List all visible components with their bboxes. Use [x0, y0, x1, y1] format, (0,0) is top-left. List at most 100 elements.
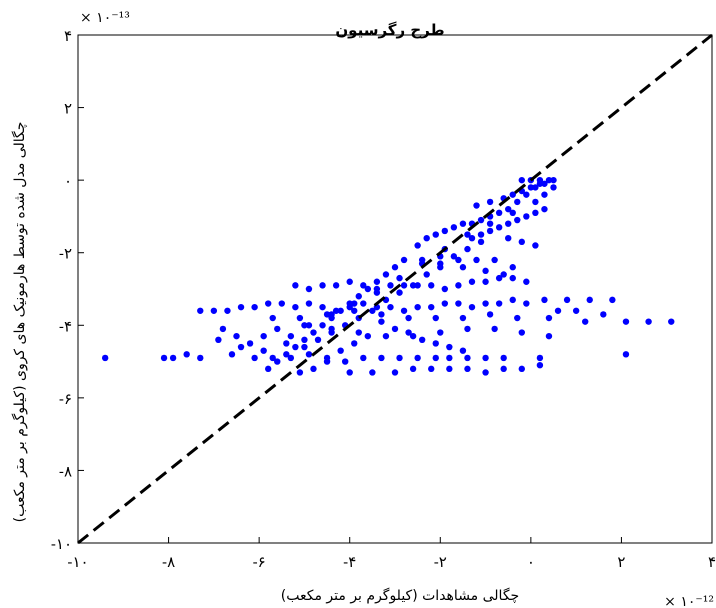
data-point: [378, 318, 385, 325]
data-point: [351, 340, 358, 347]
data-point: [414, 242, 421, 249]
data-point: [518, 365, 525, 373]
data-point: [387, 303, 394, 311]
data-point: [283, 340, 290, 347]
data-point: [441, 227, 449, 235]
data-point: [301, 343, 308, 351]
data-point: [251, 303, 258, 311]
y-tick-label: -۸: [59, 462, 72, 480]
data-point: [464, 325, 471, 333]
data-point: [310, 329, 317, 336]
y-tick-label: -۱۰: [51, 535, 72, 553]
data-point: [473, 202, 480, 209]
x-tick-label: -۸: [162, 553, 175, 571]
data-point: [509, 274, 516, 282]
data-point: [509, 191, 516, 198]
data-point: [432, 231, 439, 238]
data-point: [468, 235, 476, 242]
data-point: [482, 369, 489, 376]
data-point: [550, 184, 557, 191]
data-point: [323, 358, 331, 365]
data-point: [305, 300, 313, 307]
data-point: [305, 322, 313, 329]
data-point: [409, 282, 417, 289]
data-point: [514, 314, 521, 322]
data-point: [600, 311, 607, 318]
data-point: [400, 307, 408, 314]
data-point: [500, 271, 507, 278]
data-point: [505, 235, 512, 242]
y-tick-label: -۶: [59, 390, 72, 408]
data-point: [224, 307, 231, 314]
data-point: [572, 307, 580, 314]
data-point: [237, 303, 245, 311]
data-point: [274, 358, 281, 365]
data-point: [414, 282, 421, 289]
data-point: [582, 318, 589, 325]
data-point: [337, 347, 344, 354]
data-point: [482, 354, 489, 362]
data-point: [269, 354, 276, 362]
data-point: [301, 336, 308, 343]
chart-title: طرح رگرسیون: [335, 21, 444, 39]
data-point: [450, 253, 458, 260]
data-point: [468, 278, 476, 285]
data-point: [373, 289, 381, 296]
data-point: [310, 365, 317, 373]
x-axis-label: چگالی مشاهدات (کیلوگرم بر متر مکعب): [281, 587, 519, 604]
reference-line: [77, 33, 713, 545]
data-point: [283, 351, 290, 358]
data-point: [396, 274, 403, 282]
y-axis-label: چگالی مدل شده توسط هارمونیک های کروی (کی…: [11, 122, 28, 523]
data-point: [292, 303, 299, 311]
data-point: [645, 318, 652, 325]
data-point: [373, 278, 381, 285]
x-tick-label: ۴: [708, 553, 716, 571]
data-point: [233, 332, 240, 340]
data-point: [550, 176, 557, 184]
data-point: [622, 351, 630, 358]
data-point: [532, 209, 539, 216]
data-point: [518, 238, 525, 246]
data-point: [274, 325, 281, 333]
data-point: [446, 365, 453, 373]
data-point: [459, 264, 467, 271]
data-point: [197, 354, 204, 362]
data-point: [319, 322, 326, 329]
data-point: [500, 354, 507, 362]
data-point: [432, 314, 439, 322]
data-point: [468, 303, 476, 311]
data-point: [355, 329, 362, 336]
data-point: [400, 282, 408, 289]
x-tick-label: ۰: [527, 553, 535, 571]
data-point: [409, 332, 417, 340]
data-point: [301, 322, 308, 329]
data-point: [545, 176, 553, 184]
y-tick-label: -۲: [59, 245, 72, 263]
data-point: [305, 351, 313, 358]
data-point: [346, 278, 353, 285]
data-point: [382, 332, 390, 340]
data-point: [514, 198, 521, 206]
data-point: [305, 285, 313, 293]
data-point: [396, 289, 403, 296]
data-point: [319, 282, 326, 289]
data-point: [341, 358, 349, 365]
data-point: [541, 180, 548, 187]
data-point: [314, 336, 322, 343]
data-point: [287, 332, 295, 340]
data-point: [360, 282, 367, 289]
x-tick-label: -۴: [343, 553, 356, 571]
scatter-marks: [101, 176, 675, 376]
data-point: [414, 303, 421, 311]
data-point: [378, 311, 385, 318]
data-point: [101, 354, 109, 362]
data-point: [514, 216, 521, 224]
data-point: [477, 216, 485, 224]
data-point: [391, 369, 399, 376]
data-point: [464, 354, 471, 362]
data-point: [459, 314, 467, 322]
data-point: [265, 365, 272, 373]
y-tick-label: -۴: [59, 317, 72, 335]
data-point: [536, 176, 544, 184]
